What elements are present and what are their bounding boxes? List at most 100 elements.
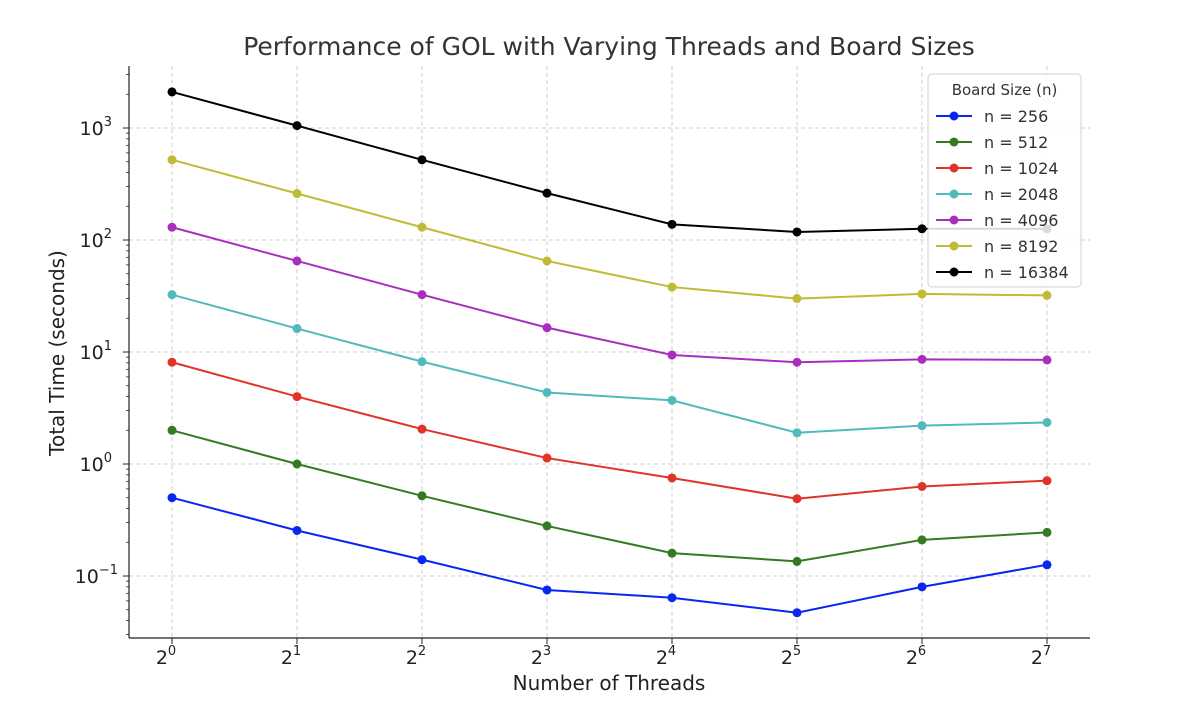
data-point <box>542 387 552 397</box>
series-n-512 <box>167 425 1052 566</box>
data-point <box>667 350 677 360</box>
legend-label: n = 4096 <box>984 211 1058 230</box>
data-point <box>917 582 927 592</box>
legend-entry: n = 1024 <box>936 159 1058 178</box>
data-point <box>167 155 177 165</box>
data-point <box>1042 527 1052 537</box>
x-tick-label: 20 <box>156 644 176 669</box>
data-point <box>292 121 302 131</box>
series-line <box>171 429 1048 563</box>
data-point <box>667 473 677 483</box>
data-point <box>292 189 302 199</box>
legend-swatch-marker <box>949 267 959 277</box>
data-point <box>667 219 677 229</box>
data-point <box>417 424 427 434</box>
data-point <box>792 294 802 304</box>
x-tick-label: 23 <box>531 644 551 669</box>
series-n-256 <box>167 493 1052 618</box>
y-tick-label: 101 <box>80 339 112 364</box>
legend-title: Board Size (n) <box>952 81 1058 99</box>
data-point <box>417 555 427 565</box>
y-tick-label: 102 <box>80 227 112 252</box>
data-point <box>167 87 177 97</box>
data-point <box>792 357 802 367</box>
data-point <box>417 222 427 232</box>
data-point <box>667 548 677 558</box>
legend-box <box>927 73 1082 288</box>
series-line <box>171 226 1048 364</box>
legend-label: n = 256 <box>984 107 1048 126</box>
data-point <box>292 525 302 535</box>
data-point <box>1042 560 1052 570</box>
x-tick-label: 25 <box>781 644 801 669</box>
legend-swatch-marker <box>949 241 959 251</box>
y-axis-label: Total Time (seconds) <box>45 250 69 457</box>
y-tick-label: 10−1 <box>75 563 118 588</box>
data-point <box>1042 290 1052 300</box>
data-point <box>917 535 927 545</box>
data-point <box>292 392 302 402</box>
series-line <box>171 90 1047 233</box>
x-tick-label: 21 <box>281 644 301 669</box>
tick-labels: 20 21 22 23 24 25 26 27 10−1 100 101 102 103 <box>75 115 1052 669</box>
legend-entry: n = 8192 <box>936 237 1058 256</box>
x-tick-label: 27 <box>1031 644 1051 669</box>
legend-swatch-marker <box>949 215 959 225</box>
legend-entry: n = 2048 <box>936 185 1058 204</box>
data-point <box>542 188 552 198</box>
data-point <box>167 493 177 503</box>
data-point <box>917 289 927 299</box>
series-n-16384 <box>167 87 1052 237</box>
data-point <box>167 425 177 435</box>
data-point <box>1042 476 1052 486</box>
data-point <box>167 290 177 300</box>
series-n-1024 <box>167 357 1052 504</box>
data-point <box>667 395 677 405</box>
data-point <box>792 428 802 438</box>
series-line <box>171 158 1048 300</box>
series-n-2048 <box>167 290 1052 438</box>
data-point <box>917 224 927 234</box>
series-line <box>171 293 1048 434</box>
axes <box>123 66 1090 644</box>
legend-label: n = 512 <box>984 133 1048 152</box>
x-axis-label: Number of Threads <box>513 671 706 695</box>
series-n-8192 <box>167 155 1052 304</box>
data-point <box>542 521 552 531</box>
data-point <box>292 324 302 334</box>
legend-label: n = 8192 <box>984 237 1058 256</box>
data-point <box>417 290 427 300</box>
x-tick-label: 24 <box>656 644 676 669</box>
data-point <box>542 323 552 333</box>
data-point <box>667 282 677 292</box>
data-point <box>917 421 927 431</box>
legend-swatch-marker <box>949 137 959 147</box>
data-point <box>542 585 552 595</box>
legend-entry: n = 256 <box>936 107 1048 126</box>
legend-label: n = 2048 <box>984 185 1058 204</box>
data-point <box>792 494 802 504</box>
legend-swatch-marker <box>949 163 959 173</box>
data-point <box>417 491 427 501</box>
series-line <box>171 361 1048 500</box>
series-group <box>167 87 1052 618</box>
legend-label: n = 1024 <box>984 159 1058 178</box>
data-point <box>417 357 427 367</box>
legend-entry: n = 16384 <box>936 263 1069 282</box>
x-tick-label: 22 <box>406 644 426 669</box>
series-n-4096 <box>167 222 1052 367</box>
legend-entry: n = 512 <box>936 133 1048 152</box>
data-point <box>1042 355 1052 365</box>
chart-title: Performance of GOL with Varying Threads … <box>243 32 975 61</box>
data-point <box>542 256 552 266</box>
data-point <box>167 357 177 367</box>
data-point <box>917 481 927 491</box>
data-point <box>792 608 802 618</box>
legend-swatch-marker <box>949 189 959 199</box>
legend-swatch-marker <box>949 111 959 121</box>
legend-label: n = 16384 <box>984 263 1069 282</box>
data-point <box>292 256 302 266</box>
data-point <box>792 556 802 566</box>
legend: Board Size (n) n = 256 n = 512 n = 1024 n = … <box>927 73 1082 288</box>
